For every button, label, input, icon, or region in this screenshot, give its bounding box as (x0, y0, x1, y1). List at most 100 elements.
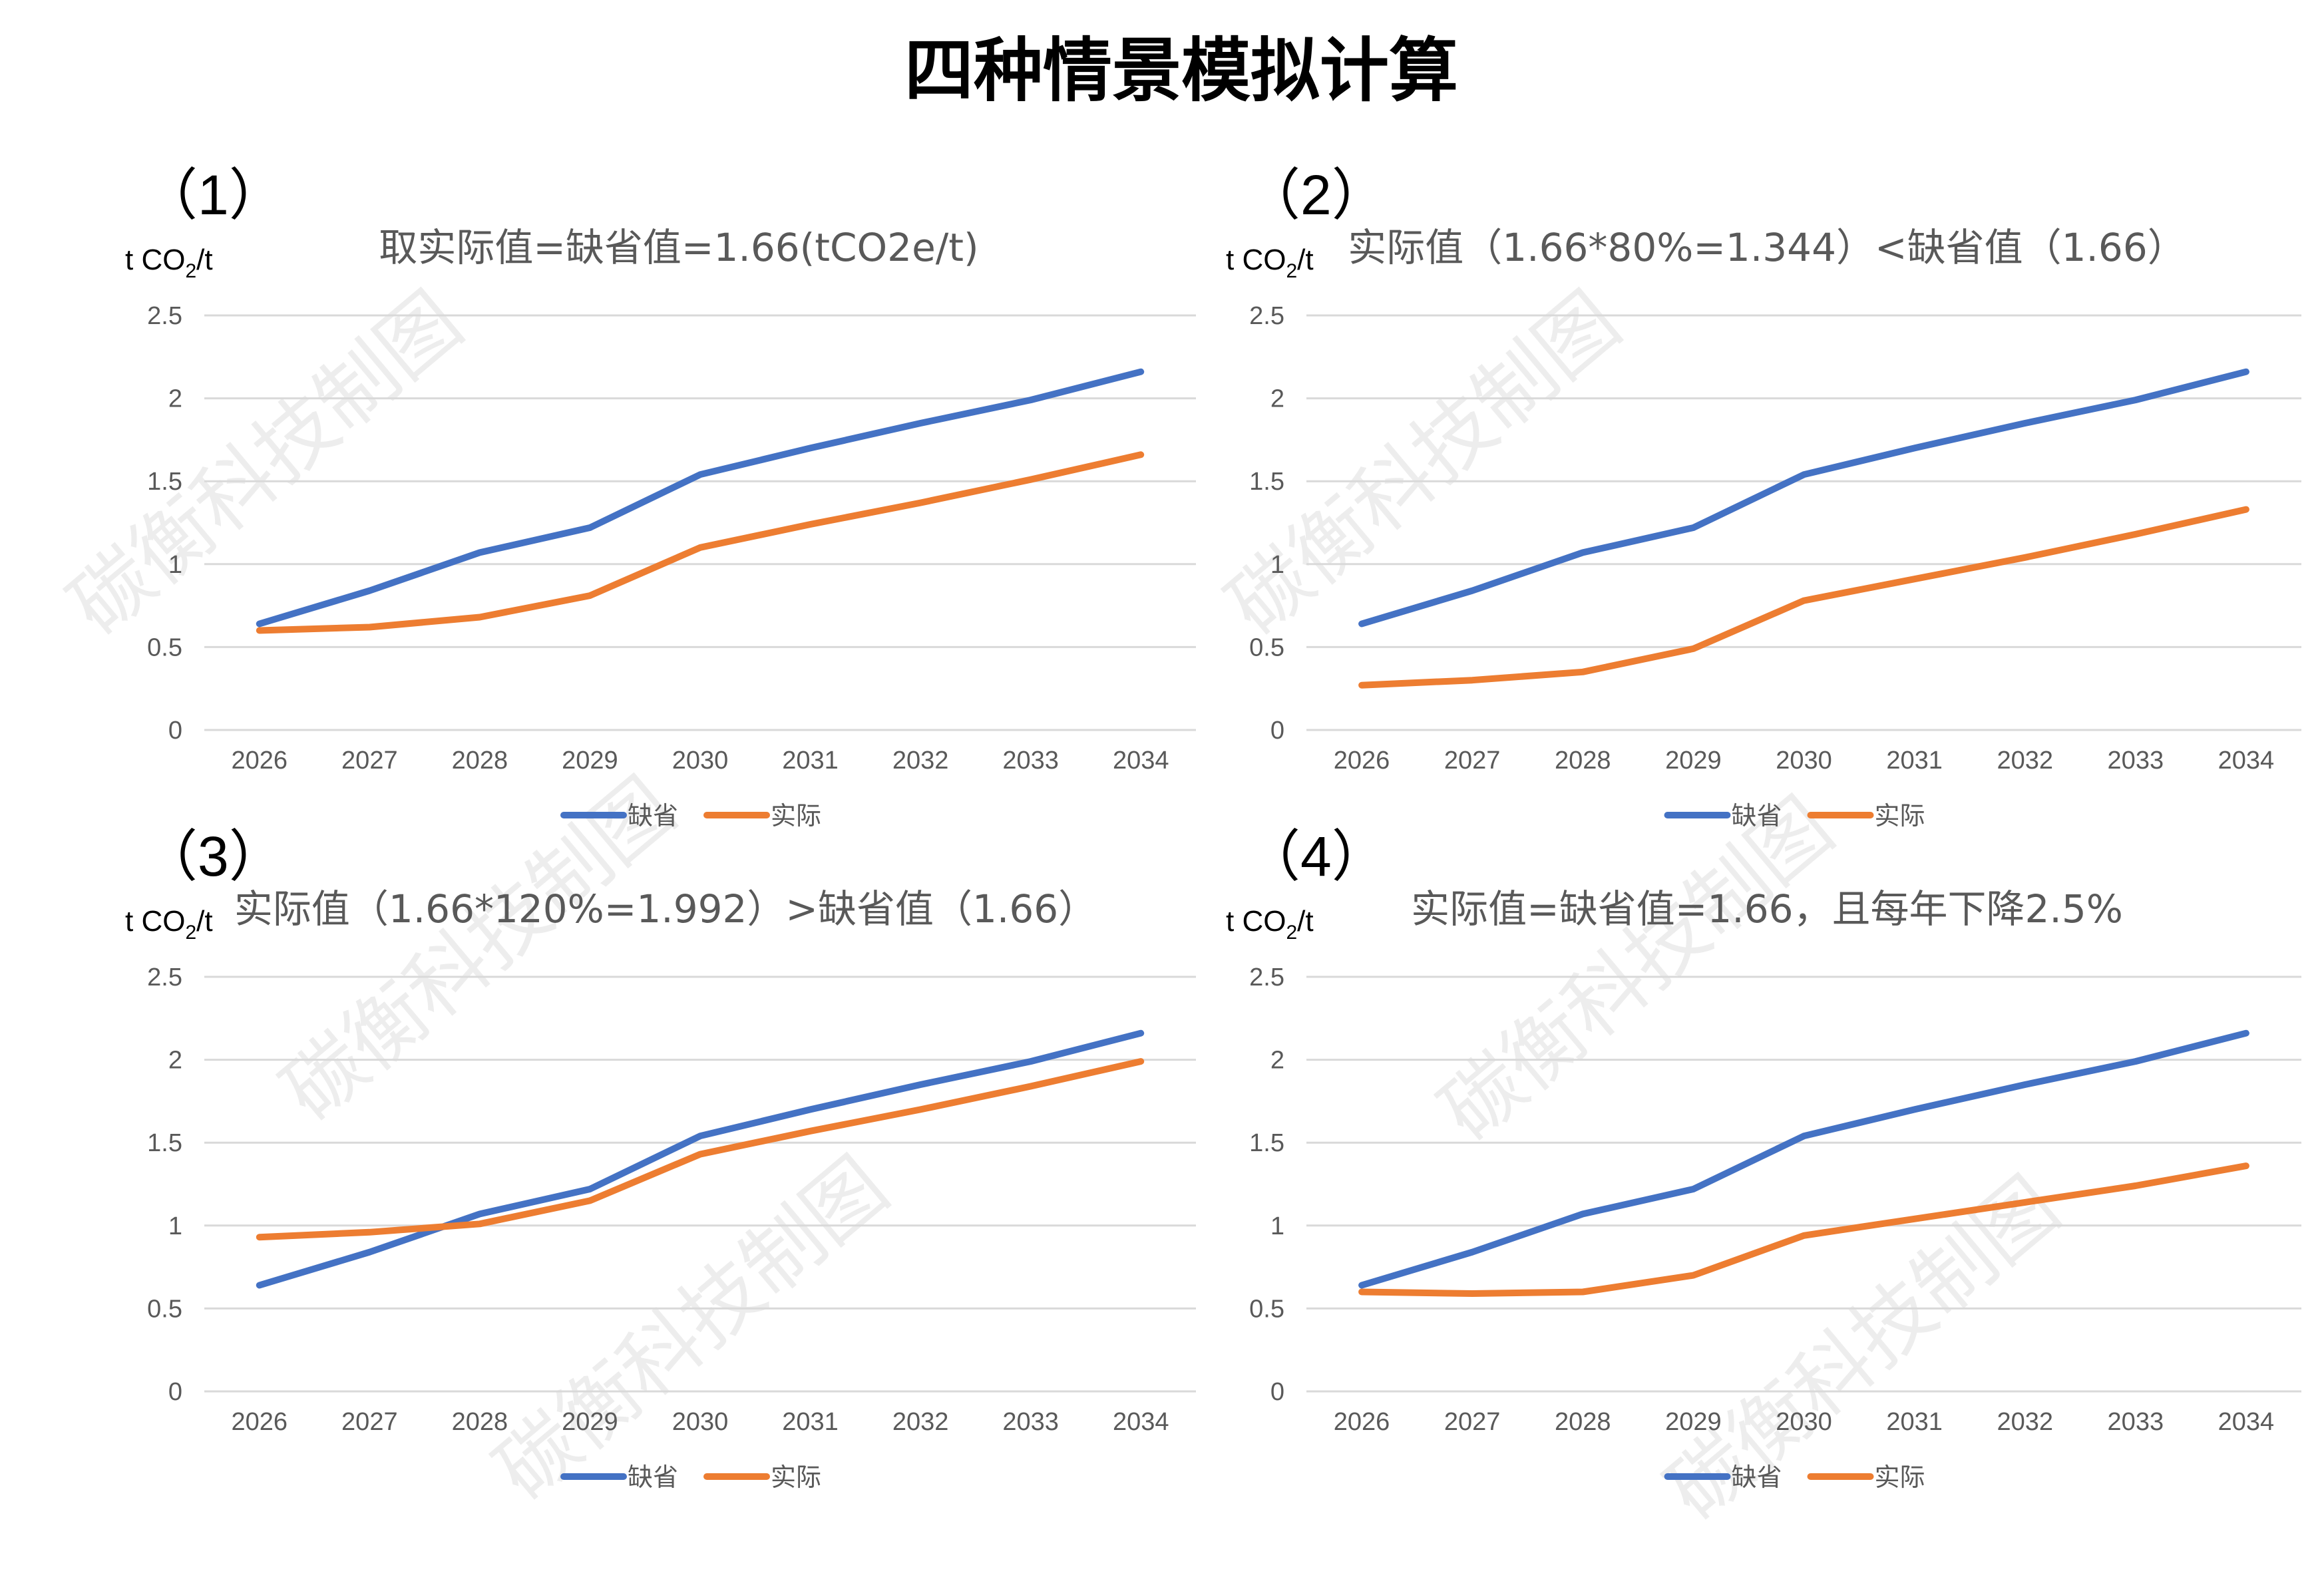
y-tick-label: 0.5 (1249, 1295, 1284, 1323)
unit-suffix: /t (1297, 905, 1313, 938)
x-tick-label: 2031 (1886, 1408, 1943, 1436)
unit-subscript: 2 (1286, 260, 1297, 282)
y-tick-label: 0 (1270, 1378, 1284, 1406)
x-tick-label: 2029 (1665, 747, 1722, 775)
x-tick-label: 2030 (672, 747, 729, 775)
unit-suffix: /t (1297, 244, 1313, 276)
x-tick-label: 2026 (232, 747, 288, 775)
y-tick-label: 2.5 (1249, 964, 1284, 991)
legend-label: 实际 (771, 1463, 821, 1492)
unit-suffix: /t (196, 244, 212, 276)
legend: 缺省 实际 (1664, 1463, 1925, 1492)
y-tick-label: 0 (168, 1378, 182, 1406)
x-tick-label: 2026 (1334, 747, 1390, 775)
y-tick-label: 1 (1270, 1212, 1284, 1240)
x-tick-label: 2034 (1113, 747, 1169, 775)
x-tick-label: 2027 (341, 747, 398, 775)
legend: 缺省 实际 (1664, 801, 1925, 830)
unit-suffix: /t (196, 905, 212, 938)
x-tick-label: 2029 (1665, 1408, 1722, 1436)
x-tick-label: 2032 (1997, 747, 2053, 775)
y-tick-label: 1 (1270, 551, 1284, 579)
x-tick-label: 2031 (1886, 747, 1943, 775)
x-tick-label: 2028 (452, 1408, 508, 1436)
chart-title: 实际值（1.66*120%=1.992）>缺省值（1.66） (234, 886, 1097, 932)
unit-subscript: 2 (185, 260, 196, 282)
panel-label: （1） (142, 164, 285, 226)
x-tick-label: 2032 (892, 1408, 949, 1436)
x-tick-label: 2029 (562, 1408, 618, 1436)
x-tick-label: 2030 (1776, 1408, 1832, 1436)
legend: 缺省 实际 (560, 801, 821, 830)
x-tick-label: 2029 (562, 747, 618, 775)
y-tick-label: 2.5 (147, 302, 182, 330)
x-tick-label: 2028 (1555, 747, 1611, 775)
chart-title: 实际值=缺省值=1.66，且每年下降2.5% (1411, 886, 2123, 932)
y-tick-label: 2 (168, 385, 182, 413)
y-tick-label: 0.5 (1249, 633, 1284, 661)
chart-panel-2: （2）t CO2/t 实际值（1.66*80%=1.344）<缺省值（1.66）0… (1226, 164, 2301, 830)
unit-prefix: t CO (125, 905, 185, 938)
x-tick-label: 2030 (1776, 747, 1832, 775)
chart-panel-1: （1）t CO2/t 取实际值=缺省值=1.66(tCO2e/t)00.511.5… (125, 164, 1196, 830)
x-tick-label: 2032 (1997, 1408, 2053, 1436)
chart-title: 实际值（1.66*80%=1.344）<缺省值（1.66） (1348, 225, 2186, 270)
y-axis-unit-label: t CO2/t (125, 905, 213, 944)
legend-label: 实际 (1875, 1463, 1925, 1492)
unit-prefix: t CO (125, 244, 185, 276)
legend-label: 缺省 (1732, 1463, 1782, 1492)
x-tick-label: 2034 (2218, 747, 2275, 775)
y-axis-unit-label: t CO2/t (125, 244, 213, 282)
y-tick-label: 2 (1270, 1047, 1284, 1075)
y-tick-label: 0.5 (147, 1295, 182, 1323)
legend-label: 缺省 (1732, 801, 1782, 830)
unit-subscript: 2 (1286, 922, 1297, 944)
x-tick-label: 2031 (782, 1408, 839, 1436)
panel-label: （4） (1245, 825, 1388, 888)
legend-label: 缺省 (628, 801, 678, 830)
y-tick-label: 2 (1270, 385, 1284, 413)
x-tick-label: 2030 (672, 1408, 729, 1436)
x-tick-label: 2028 (1555, 1408, 1611, 1436)
x-tick-label: 2034 (2218, 1408, 2275, 1436)
unit-prefix: t CO (1226, 244, 1286, 276)
x-tick-label: 2026 (232, 1408, 288, 1436)
y-tick-label: 0 (168, 717, 182, 745)
page-title: 四种情景模拟计算 (904, 30, 1458, 111)
y-tick-label: 2.5 (147, 964, 182, 991)
x-tick-label: 2031 (782, 747, 839, 775)
y-tick-label: 1.5 (1249, 468, 1284, 496)
x-tick-label: 2033 (1002, 747, 1059, 775)
x-tick-label: 2032 (892, 747, 949, 775)
chart-title: 取实际值=缺省值=1.66(tCO2e/t) (379, 225, 978, 270)
x-tick-label: 2028 (452, 747, 508, 775)
legend-label: 实际 (771, 801, 821, 830)
y-tick-label: 1.5 (147, 1129, 182, 1157)
y-tick-label: 0.5 (147, 633, 182, 661)
y-axis-unit-label: t CO2/t (1226, 905, 1314, 944)
legend-label: 实际 (1875, 801, 1925, 830)
unit-subscript: 2 (185, 922, 196, 944)
y-axis-unit-label: t CO2/t (1226, 244, 1314, 282)
legend: 缺省 实际 (560, 1463, 821, 1492)
unit-prefix: t CO (1226, 905, 1286, 938)
x-tick-label: 2027 (1444, 1408, 1501, 1436)
y-tick-label: 1 (168, 1212, 182, 1240)
y-tick-label: 1.5 (1249, 1129, 1284, 1157)
x-tick-label: 2033 (2108, 747, 2164, 775)
legend-label: 缺省 (628, 1463, 678, 1492)
y-tick-label: 1 (168, 551, 182, 579)
panel-label: （3） (142, 825, 285, 888)
x-tick-label: 2026 (1334, 1408, 1390, 1436)
y-tick-label: 0 (1270, 717, 1284, 745)
x-tick-label: 2027 (341, 1408, 398, 1436)
x-tick-label: 2027 (1444, 747, 1501, 775)
panel-label: （2） (1245, 164, 1388, 226)
y-tick-label: 2 (168, 1047, 182, 1075)
x-tick-label: 2033 (1002, 1408, 1059, 1436)
x-tick-label: 2034 (1113, 1408, 1169, 1436)
y-tick-label: 2.5 (1249, 302, 1284, 330)
y-tick-label: 1.5 (147, 468, 182, 496)
